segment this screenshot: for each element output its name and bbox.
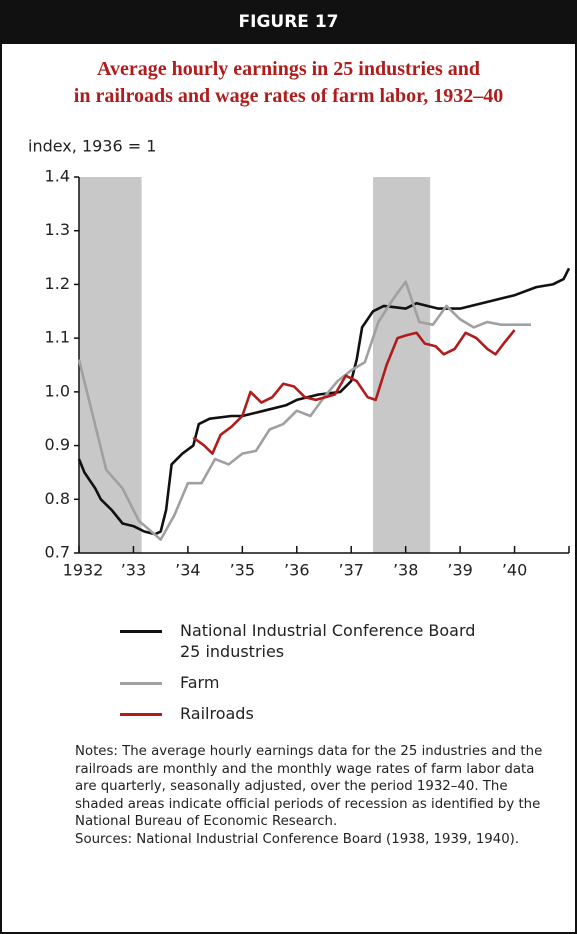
y-tick-label: 1.1	[45, 328, 70, 347]
legend-label: Farm	[180, 673, 220, 692]
legend-entry: Farm	[112, 672, 475, 693]
x-tick-label: ’33	[121, 561, 146, 580]
y-tick-label: 1.0	[45, 381, 70, 400]
y-tick-label: 1.4	[45, 167, 70, 186]
legend: National Industrial Conference Board 25 …	[112, 620, 475, 734]
legend-entry: Railroads	[112, 703, 475, 724]
x-tick-label: ’40	[502, 561, 527, 580]
legend-label: National Industrial Conference Board 25 …	[180, 621, 476, 661]
series-line	[192, 329, 516, 455]
series-line	[77, 280, 531, 541]
x-tick-label: ’36	[284, 561, 309, 580]
notes-text: Notes: The average hourly earnings data …	[75, 744, 543, 829]
x-tick-label: ’38	[393, 561, 418, 580]
y-tick-label: 0.8	[45, 489, 70, 508]
x-tick-label: ’39	[447, 561, 472, 580]
y-tick-label: 0.7	[45, 543, 70, 562]
legend-swatch	[120, 682, 162, 685]
recession-shade	[79, 177, 142, 553]
series-line	[77, 267, 571, 536]
chart-title: Average hourly earnings in 25 industries…	[73, 58, 504, 107]
x-tick-label: ’35	[230, 561, 255, 580]
figure-header: FIGURE 17	[2, 0, 575, 44]
legend-entry: National Industrial Conference Board 25 …	[112, 620, 475, 662]
y-axis-label: index, 1936 = 1	[28, 137, 156, 156]
legend-label: Railroads	[180, 704, 254, 723]
sources-text: Sources: National Industrial Conference …	[75, 831, 520, 847]
legend-swatch	[120, 713, 162, 716]
y-tick-label: 1.2	[45, 274, 70, 293]
x-tick-label: 1932	[63, 561, 104, 580]
y-tick-label: 1.3	[45, 220, 70, 239]
notes: Notes: The average hourly earnings data …	[75, 743, 547, 848]
x-tick-label: ’37	[338, 561, 363, 580]
y-tick-label: 0.9	[45, 435, 70, 454]
x-tick-label: ’34	[175, 561, 200, 580]
recession-shade	[373, 177, 431, 553]
legend-swatch	[120, 630, 162, 633]
